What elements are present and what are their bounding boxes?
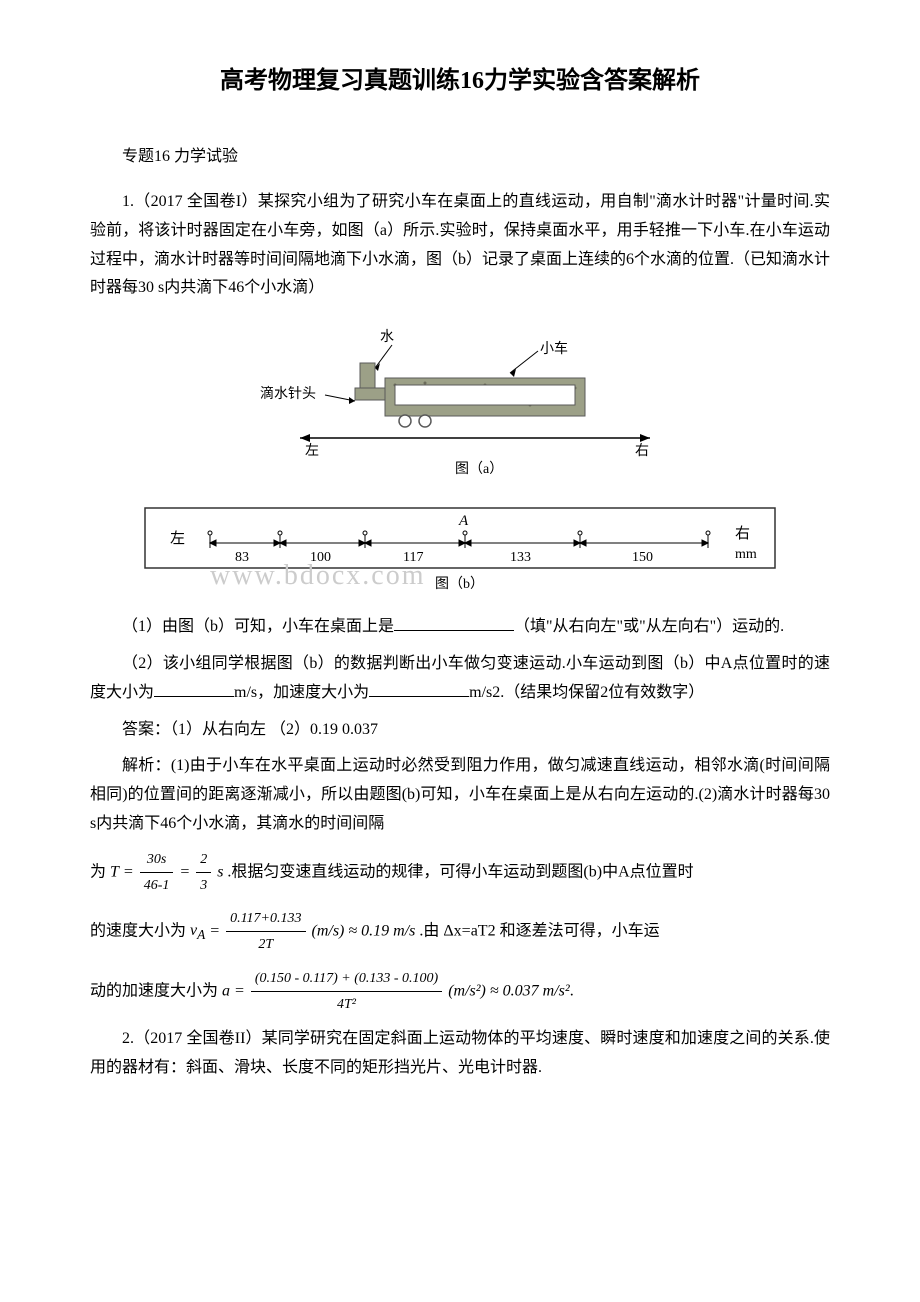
explain-2: 为	[90, 863, 106, 880]
right-label-b: 右	[735, 525, 750, 542]
left-label-b: 左	[170, 530, 185, 547]
caption-a: 图（a）	[455, 461, 503, 477]
diagram-b-svg: 左 A 83 100 117 133 150 右	[140, 503, 780, 593]
blank-1	[394, 615, 514, 631]
needle-label: 滴水针头	[260, 385, 316, 402]
dist-4: 150	[632, 550, 653, 565]
explain-6: 动的加速度大小为	[90, 982, 218, 999]
q1-sub1-end: （填"从右向左"或"从左向右"）运动的.	[514, 618, 784, 635]
blank-3	[369, 681, 469, 697]
formula-T: 为 T = 30s46-1 = 23 s .根据匀变速直线运动的规律，可得小车运…	[90, 847, 830, 898]
T-var: T	[110, 863, 119, 880]
q1-intro: 1.（2017 全国卷I）某探究小组为了研究小车在桌面上的直线运动，用自制"滴水…	[90, 188, 830, 303]
dist-2: 117	[403, 550, 423, 565]
diagram-a: 水 小车 滴水针头 左	[90, 323, 830, 483]
water-label: 水	[380, 329, 394, 345]
a-unit: (m/s²) ≈ 0.037 m/s²	[448, 982, 569, 999]
q1-answer: 答案：（1）从右向左 （2）0.19 0.037	[90, 716, 830, 745]
q1-explain-1: 解析：(1)由于小车在水平桌面上运动时必然受到阻力作用，做匀减速直线运动，相邻水…	[90, 752, 830, 838]
vA-unit: (m/s) ≈ 0.19 m/s	[312, 922, 416, 939]
frac-T1: 30s46-1	[140, 847, 174, 898]
right-label-a: 右	[635, 443, 649, 459]
T-unit: s	[217, 863, 223, 880]
car-label: 小车	[540, 340, 568, 357]
A-label: A	[458, 513, 469, 529]
q1-sub2-mid: m/s，加速度大小为	[234, 684, 369, 701]
formula-vA: 的速度大小为 vA = 0.117+0.1332T (m/s) ≈ 0.19 m…	[90, 906, 830, 957]
explain-4: 的速度大小为	[90, 922, 186, 939]
diagram-b: 左 A 83 100 117 133 150 右	[90, 503, 830, 593]
q1-sub2-end: m/s2.（结果均保留2位有效数字）	[469, 684, 704, 701]
q1-sub1: （1）由图（b）可知，小车在桌面上是 （填"从右向左"或"从左向右"）运动的.	[90, 613, 830, 642]
subtitle: 专题16 力学试验	[90, 143, 830, 172]
blank-2	[154, 681, 234, 697]
frac-vA: 0.117+0.1332T	[226, 906, 305, 957]
a-var: a	[222, 982, 230, 999]
q1-sub2: （2）该小组同学根据图（b）的数据判断出小车做匀变速运动.小车运动到图（b）中A…	[90, 650, 830, 708]
dist-1: 100	[310, 550, 331, 565]
page-title: 高考物理复习真题训练16力学实验含答案解析	[90, 60, 830, 103]
q1-sub1-text: （1）由图（b）可知，小车在桌面上是	[122, 618, 394, 635]
left-label-a: 左	[305, 443, 319, 459]
vA-var: vA	[190, 922, 205, 939]
dist-3: 133	[510, 550, 531, 565]
q2-intro: 2.（2017 全国卷II）某同学研究在固定斜面上运动物体的平均速度、瞬时速度和…	[90, 1025, 830, 1083]
explain-3: .根据匀变速直线运动的规律，可得小车运动到题图(b)中A点位置时	[227, 863, 693, 880]
frac-T2: 23	[196, 847, 211, 898]
frac-a: (0.150 - 0.117) + (0.133 - 0.100)4T²	[251, 966, 442, 1017]
explain-5: .由 Δx=aT2 和逐差法可得，小车运	[419, 922, 659, 939]
caption-b: 图（b）	[435, 576, 484, 592]
unit-label: mm	[735, 547, 757, 562]
formula-a: 动的加速度大小为 a = (0.150 - 0.117) + (0.133 - …	[90, 966, 830, 1017]
diagram-a-svg: 水 小车 滴水针头 左	[230, 323, 690, 483]
dist-0: 83	[235, 550, 249, 565]
